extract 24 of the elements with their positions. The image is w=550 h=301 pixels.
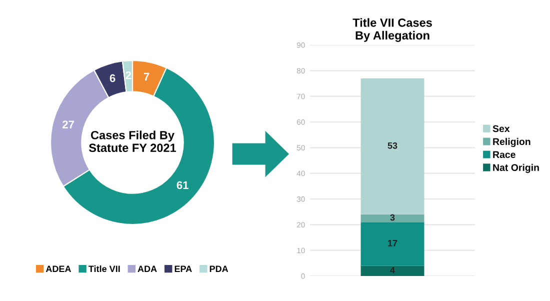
data-label: 3 <box>390 214 395 221</box>
data-label: 17 <box>388 240 398 246</box>
legend-label: Title VII <box>88 265 120 272</box>
data-label: 27 <box>62 120 74 128</box>
data-label: 6 <box>110 74 116 82</box>
legend-label: ADA <box>138 266 157 272</box>
data-label: 2 <box>126 71 132 80</box>
legend-label: Sex <box>492 125 510 132</box>
bar <box>360 266 424 276</box>
legend-label: EPA <box>174 266 192 272</box>
bar <box>360 78 424 214</box>
data-label: 7 <box>144 72 150 80</box>
data-label: 4 <box>390 266 395 274</box>
legend-label: Nat Origin <box>493 164 539 173</box>
legend-label: ADEA <box>46 266 72 272</box>
bar <box>360 214 424 222</box>
bar <box>360 222 424 266</box>
legend-label: Race <box>493 151 516 158</box>
data-label: 53 <box>388 142 398 149</box>
text: Cases Filed By Statute FY 2021 <box>88 130 176 152</box>
legend-label: Religion <box>493 138 530 148</box>
data-label: 61 <box>176 181 188 190</box>
legend-label: PDA <box>210 266 228 272</box>
chart-title: Title VII Cases By Allegation <box>352 18 432 42</box>
